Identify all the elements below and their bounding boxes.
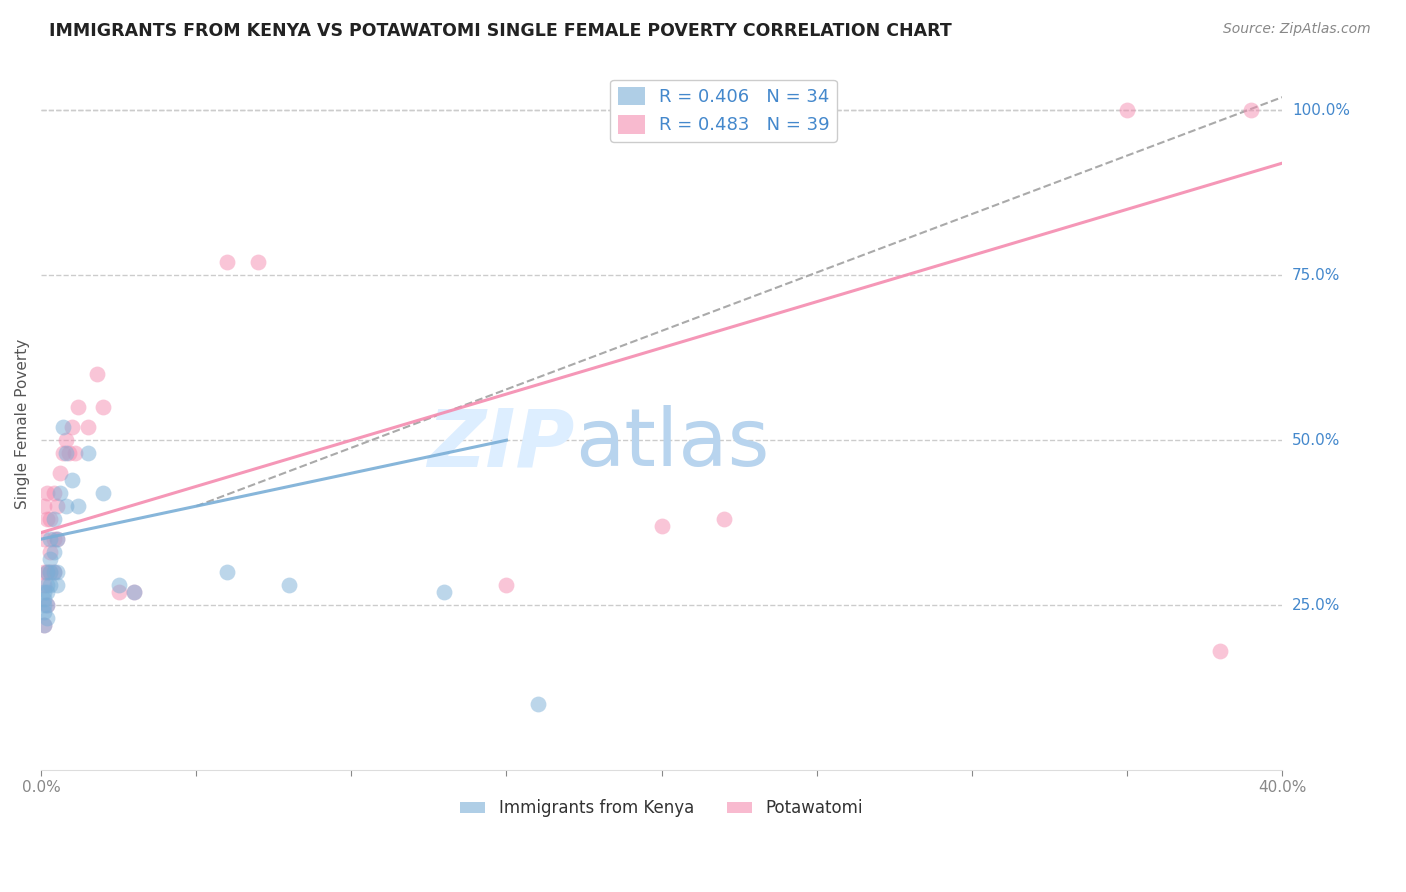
Point xyxy=(67,401,90,415)
Text: 50.0%: 50.0% xyxy=(1292,433,1340,448)
Point xyxy=(39,512,62,526)
Point xyxy=(37,565,59,579)
Point xyxy=(86,368,108,382)
Point xyxy=(42,545,65,559)
Point xyxy=(32,598,55,612)
Point xyxy=(37,611,59,625)
Point xyxy=(122,585,145,599)
Point xyxy=(32,605,55,619)
Point xyxy=(42,565,65,579)
Point xyxy=(39,545,62,559)
Text: Source: ZipAtlas.com: Source: ZipAtlas.com xyxy=(1223,22,1371,37)
Point xyxy=(775,103,797,118)
Point xyxy=(107,578,129,592)
Point xyxy=(55,446,77,460)
Point xyxy=(55,434,77,448)
Point xyxy=(76,446,98,460)
Point xyxy=(67,499,90,513)
Point xyxy=(91,401,114,415)
Point xyxy=(651,519,673,533)
Point xyxy=(52,446,75,460)
Point xyxy=(1116,103,1139,118)
Point xyxy=(42,486,65,500)
Point xyxy=(806,103,828,118)
Point xyxy=(278,578,301,592)
Point xyxy=(39,565,62,579)
Point xyxy=(32,532,55,546)
Point xyxy=(45,565,67,579)
Point xyxy=(42,565,65,579)
Point xyxy=(39,578,62,592)
Point xyxy=(60,420,83,434)
Point xyxy=(39,552,62,566)
Point xyxy=(55,499,77,513)
Point xyxy=(247,255,270,269)
Point xyxy=(48,466,70,480)
Text: 25.0%: 25.0% xyxy=(1292,598,1340,613)
Point xyxy=(76,420,98,434)
Point xyxy=(1240,103,1263,118)
Text: IMMIGRANTS FROM KENYA VS POTAWATOMI SINGLE FEMALE POVERTY CORRELATION CHART: IMMIGRANTS FROM KENYA VS POTAWATOMI SING… xyxy=(49,22,952,40)
Point xyxy=(37,578,59,592)
Point xyxy=(48,486,70,500)
Point xyxy=(32,585,55,599)
Point xyxy=(217,565,239,579)
Point xyxy=(526,697,548,711)
Point xyxy=(37,585,59,599)
Point xyxy=(45,532,67,546)
Point xyxy=(37,565,59,579)
Point xyxy=(65,446,87,460)
Point xyxy=(39,565,62,579)
Point xyxy=(58,446,80,460)
Point xyxy=(42,532,65,546)
Point xyxy=(32,499,55,513)
Point xyxy=(45,532,67,546)
Point xyxy=(433,585,456,599)
Point xyxy=(37,512,59,526)
Point xyxy=(39,532,62,546)
Text: atlas: atlas xyxy=(575,406,769,483)
Point xyxy=(32,618,55,632)
Y-axis label: Single Female Poverty: Single Female Poverty xyxy=(15,339,30,508)
Point xyxy=(32,591,55,606)
Point xyxy=(45,578,67,592)
Text: ZIP: ZIP xyxy=(427,406,575,483)
Text: 100.0%: 100.0% xyxy=(1292,103,1350,118)
Point xyxy=(217,255,239,269)
Point xyxy=(45,499,67,513)
Point xyxy=(1209,644,1232,658)
Text: 75.0%: 75.0% xyxy=(1292,268,1340,283)
Point xyxy=(495,578,517,592)
Point xyxy=(107,585,129,599)
Point xyxy=(32,618,55,632)
Point xyxy=(37,598,59,612)
Point xyxy=(32,578,55,592)
Point xyxy=(32,565,55,579)
Point xyxy=(713,512,735,526)
Point xyxy=(91,486,114,500)
Point xyxy=(37,598,59,612)
Point xyxy=(37,486,59,500)
Point xyxy=(52,420,75,434)
Point xyxy=(60,473,83,487)
Legend: Immigrants from Kenya, Potawatomi: Immigrants from Kenya, Potawatomi xyxy=(454,793,870,824)
Point xyxy=(42,512,65,526)
Point xyxy=(122,585,145,599)
